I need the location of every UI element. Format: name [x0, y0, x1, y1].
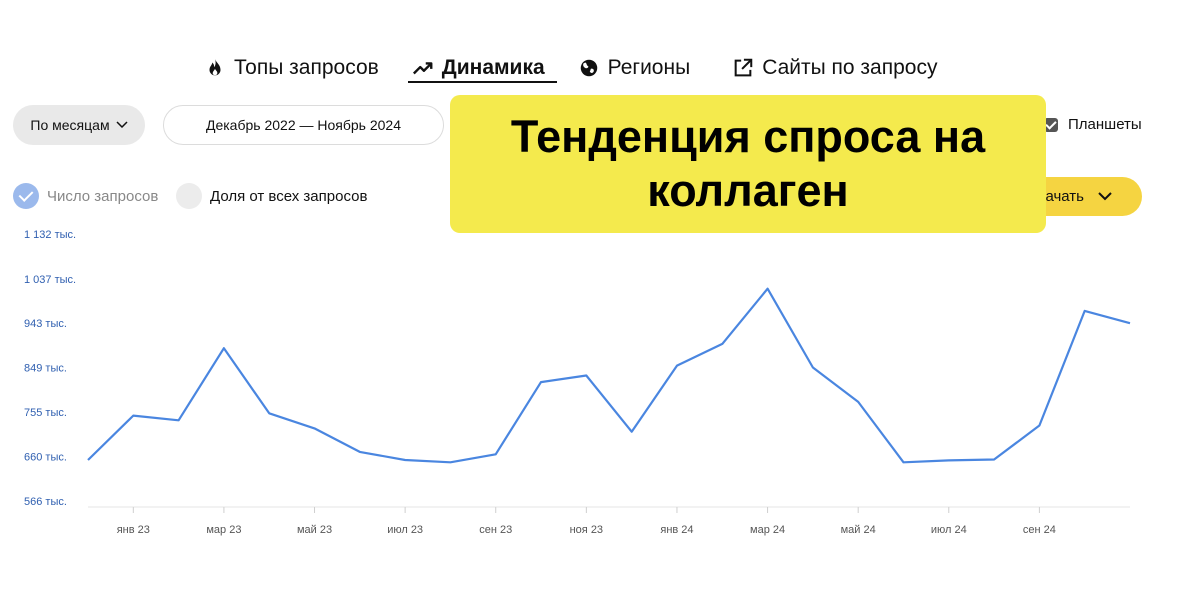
external-link-icon [734, 58, 753, 77]
tab-dynamics[interactable]: Динамика [407, 50, 557, 86]
fire-icon [209, 58, 221, 76]
chevron-down-icon [1098, 192, 1112, 201]
radio-query-count[interactable]: Число запросов [13, 183, 158, 209]
radio-circle-icon [176, 183, 202, 209]
tab-sites[interactable]: Сайты по запросу [728, 50, 941, 86]
download-label: ачать [1045, 188, 1084, 205]
x-tick-label: июл 24 [931, 524, 967, 536]
x-tick-label: май 23 [297, 524, 332, 536]
overlay-title: Тенденция спроса на коллаген [450, 95, 1046, 233]
y-tick-label: 943 тыс. [24, 318, 67, 330]
x-tick-label: июл 23 [387, 524, 423, 536]
line-chart: 566 тыс. 660 тыс. 755 тыс. 849 тыс. 943 тыс.… [24, 229, 1131, 536]
overlay-title-text: Тенденция спроса на коллаген [510, 111, 986, 216]
date-range-label: Декабрь 2022 — Ноябрь 2024 [205, 117, 401, 133]
tablets-checkbox[interactable] [1044, 117, 1058, 132]
x-tick-label: ноя 23 [570, 524, 603, 536]
trend-icon [412, 62, 433, 75]
check-icon [13, 183, 39, 209]
chevron-down-icon [116, 121, 128, 129]
tab-label: Топы запросов [234, 56, 379, 79]
y-tick-label: 1 037 тыс. [24, 274, 76, 286]
radio-query-share[interactable]: Доля от всех запросов [176, 183, 367, 209]
x-tick-label: сен 24 [1023, 524, 1056, 536]
x-tick-label: май 24 [841, 524, 876, 536]
tab-regions[interactable]: Регионы [574, 50, 695, 86]
tab-top-queries[interactable]: Топы запросов [200, 50, 383, 86]
y-tick-label: 849 тыс. [24, 363, 67, 375]
tablets-label: Планшеты [1068, 116, 1142, 133]
x-tick-label: сен 23 [479, 524, 512, 536]
x-tick-label: мар 24 [750, 524, 785, 536]
tab-label: Сайты по запросу [762, 56, 938, 79]
y-tick-label: 1 132 тыс. [24, 229, 76, 241]
series-line [87, 287, 1131, 464]
period-dropdown[interactable]: По месяцам [13, 105, 145, 145]
y-tick-label: 566 тыс. [24, 496, 67, 508]
y-axis: 566 тыс. 660 тыс. 755 тыс. 849 тыс. 943 тыс.… [24, 229, 76, 508]
radio-label: Число запросов [47, 187, 159, 205]
x-axis: янв 23 мар 23 май 23 июл 23 сен 23 ноя 23 янв … [117, 507, 1056, 536]
x-tick-label: янв 23 [117, 524, 150, 536]
tablets-filter[interactable]: Планшеты [1044, 116, 1142, 133]
date-range-picker[interactable]: Декабрь 2022 — Ноябрь 2024 [163, 105, 444, 145]
x-tick-label: янв 24 [660, 524, 693, 536]
x-tick-label: мар 23 [206, 524, 241, 536]
globe-icon [580, 59, 597, 77]
tab-label: Регионы [607, 56, 691, 79]
period-label: По месяцам [30, 117, 110, 133]
y-tick-label: 755 тыс. [24, 407, 67, 419]
radio-label: Доля от всех запросов [210, 187, 368, 205]
tab-bar: Топы запросов Динамика Регионы Сайты по … [200, 50, 941, 86]
y-tick-label: 660 тыс. [24, 452, 67, 464]
tab-label: Динамика [441, 56, 545, 79]
